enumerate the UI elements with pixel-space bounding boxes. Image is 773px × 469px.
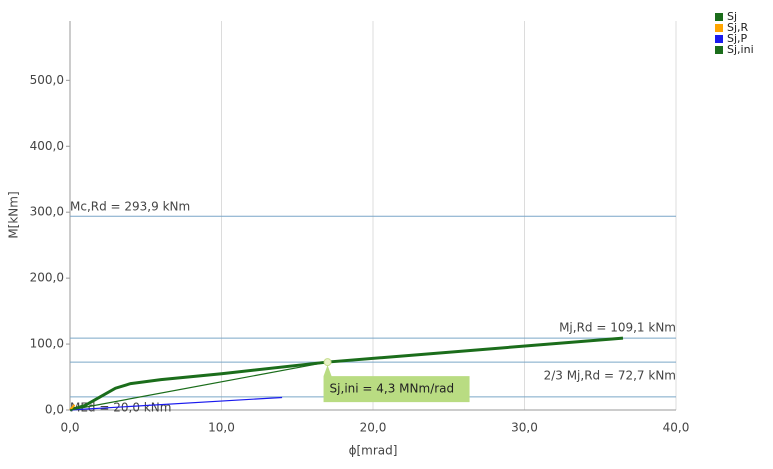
y-tick-label: 0,0 xyxy=(45,403,64,417)
y-tick-label: 100,0 xyxy=(30,337,64,351)
series-line xyxy=(69,404,76,411)
y-tick-label: 400,0 xyxy=(30,139,64,153)
annotation-marker xyxy=(323,358,332,367)
series-line xyxy=(69,336,624,412)
series-line xyxy=(69,396,283,411)
legend-label: Sj,P xyxy=(727,32,748,45)
legend-label: Sj xyxy=(727,10,737,23)
y-tick-label: 300,0 xyxy=(30,205,64,219)
legend-swatch xyxy=(715,24,723,32)
x-axis-label: ϕ[mrad] xyxy=(349,444,398,458)
legend-swatch xyxy=(715,35,723,43)
x-tick-label: 20,0 xyxy=(360,421,387,435)
annotation-box xyxy=(323,365,470,403)
x-tick-label: 30,0 xyxy=(511,421,538,435)
legend-label: Sj,ini xyxy=(727,43,754,56)
legend-swatch xyxy=(715,46,723,54)
x-tick-label: 40,0 xyxy=(663,421,690,435)
y-tick-label: 500,0 xyxy=(30,73,64,87)
reference-label: Mc,Rd = 293,9 kNm xyxy=(70,200,190,214)
series-line xyxy=(69,361,328,411)
y-tick-label: 200,0 xyxy=(30,271,64,285)
annotation-text: Sj,ini = 4,3 MNm/rad xyxy=(330,382,455,396)
legend-swatch xyxy=(715,13,723,21)
x-tick-label: 10,0 xyxy=(208,421,235,435)
reference-label: 2/3 Mj,Rd = 72,7 kNm xyxy=(544,369,676,383)
reference-label: Mj,Rd = 109,1 kNm xyxy=(559,321,676,335)
y-axis-label: M[kNm] xyxy=(7,191,21,238)
x-tick-label: 0,0 xyxy=(60,421,79,435)
legend-label: Sj,R xyxy=(727,21,749,34)
